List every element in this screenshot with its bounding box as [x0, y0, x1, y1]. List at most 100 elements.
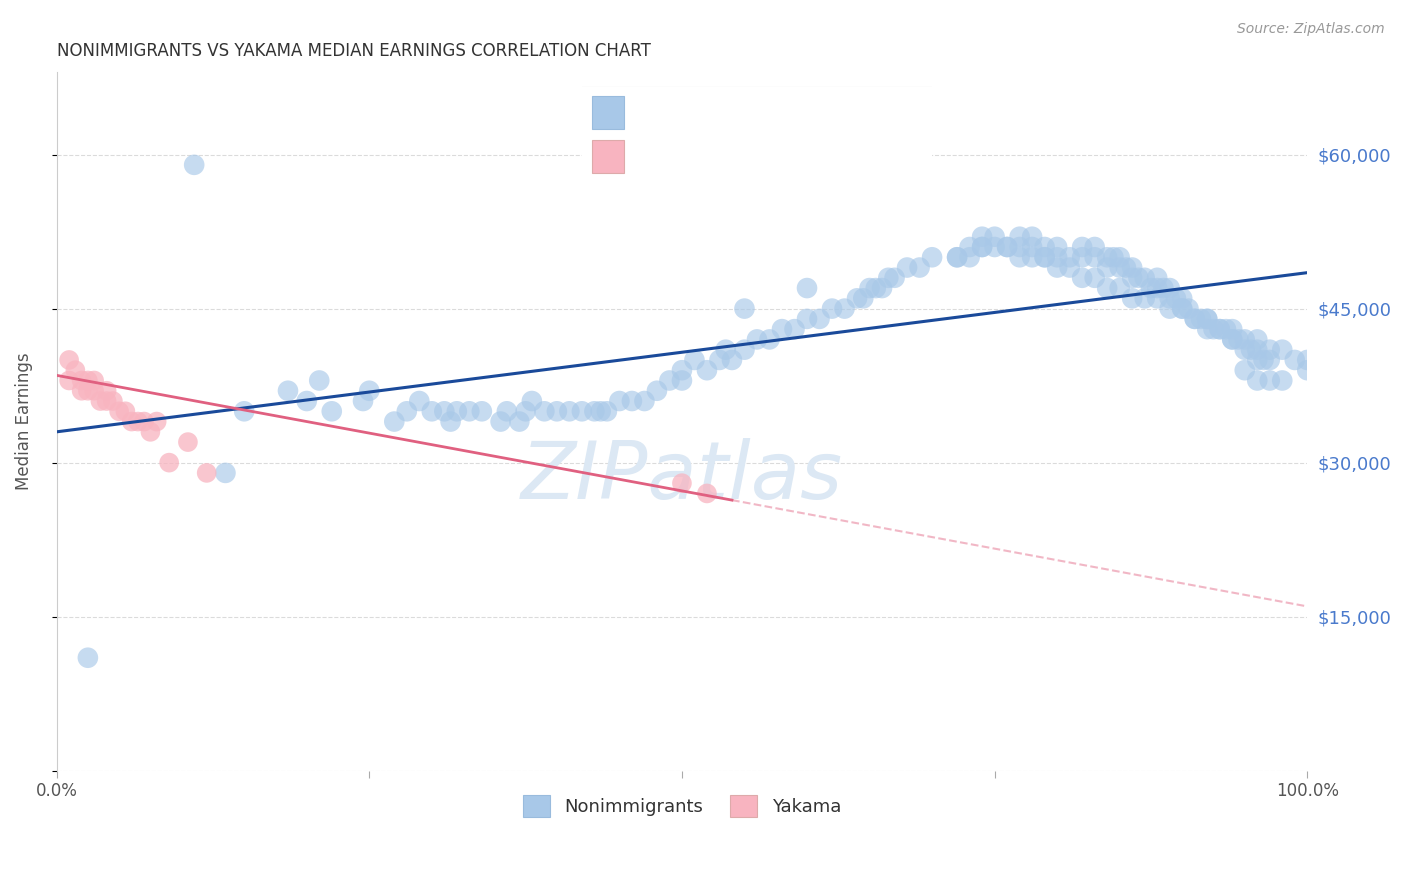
- Point: [70, 374, 93, 388]
- Point: [83, 374, 105, 388]
- Point: [1084, 250, 1107, 264]
- Legend: Nonimmigrants, Yakama: Nonimmigrants, Yakama: [516, 788, 848, 824]
- Point: [946, 250, 969, 264]
- Point: [321, 404, 343, 418]
- Point: [1202, 322, 1225, 336]
- Point: [1159, 301, 1181, 316]
- Point: [609, 394, 631, 409]
- Point: [1159, 291, 1181, 305]
- Point: [1146, 270, 1168, 285]
- Point: [446, 404, 468, 418]
- Point: [1133, 291, 1156, 305]
- Point: [1296, 353, 1319, 368]
- Point: [714, 343, 737, 357]
- Point: [959, 250, 981, 264]
- Point: [995, 240, 1018, 254]
- Point: [1233, 343, 1256, 357]
- Point: [1184, 311, 1206, 326]
- Point: [1021, 229, 1043, 244]
- Point: [1108, 260, 1130, 275]
- Point: [671, 363, 693, 377]
- Point: [408, 394, 430, 409]
- Point: [783, 322, 806, 336]
- Point: [583, 404, 606, 418]
- Point: [959, 240, 981, 254]
- Point: [1008, 229, 1031, 244]
- Point: [121, 415, 143, 429]
- Point: [1177, 301, 1199, 316]
- Point: [734, 343, 756, 357]
- Point: [1115, 260, 1137, 275]
- Point: [77, 650, 100, 665]
- Text: ZIPatlas: ZIPatlas: [520, 439, 844, 516]
- Point: [1021, 240, 1043, 254]
- Point: [1095, 250, 1118, 264]
- Point: [1140, 281, 1163, 295]
- Point: [1108, 281, 1130, 295]
- Point: [696, 486, 718, 500]
- Point: [1033, 250, 1056, 264]
- Point: [1021, 250, 1043, 264]
- Point: [195, 466, 218, 480]
- Point: [139, 425, 162, 439]
- Point: [395, 404, 418, 418]
- Text: NONIMMIGRANTS VS YAKAMA MEDIAN EARNINGS CORRELATION CHART: NONIMMIGRANTS VS YAKAMA MEDIAN EARNINGS …: [56, 42, 651, 60]
- Point: [1258, 353, 1281, 368]
- Point: [1071, 270, 1094, 285]
- Point: [921, 250, 943, 264]
- Point: [114, 404, 136, 418]
- Point: [877, 270, 900, 285]
- Point: [1084, 270, 1107, 285]
- Point: [1246, 333, 1268, 347]
- Point: [1240, 343, 1263, 357]
- Point: [821, 301, 844, 316]
- Point: [1284, 353, 1306, 368]
- Point: [620, 394, 643, 409]
- Point: [1197, 311, 1219, 326]
- Point: [808, 311, 831, 326]
- Point: [65, 363, 87, 377]
- Point: [1171, 291, 1194, 305]
- Point: [633, 394, 655, 409]
- Point: [277, 384, 299, 398]
- Point: [157, 456, 180, 470]
- Point: [70, 384, 93, 398]
- Point: [1133, 270, 1156, 285]
- Point: [134, 415, 156, 429]
- Point: [1246, 374, 1268, 388]
- Point: [433, 404, 456, 418]
- Point: [1233, 363, 1256, 377]
- Point: [214, 466, 236, 480]
- Point: [471, 404, 494, 418]
- Point: [58, 353, 80, 368]
- Point: [352, 394, 374, 409]
- Point: [596, 404, 619, 418]
- Point: [1121, 270, 1143, 285]
- Point: [489, 415, 512, 429]
- Point: [734, 301, 756, 316]
- Point: [983, 229, 1005, 244]
- Point: [295, 394, 318, 409]
- Point: [721, 353, 744, 368]
- Point: [558, 404, 581, 418]
- Point: [101, 394, 124, 409]
- Point: [308, 374, 330, 388]
- Point: [508, 415, 530, 429]
- Point: [546, 404, 568, 418]
- Point: [1197, 322, 1219, 336]
- Point: [972, 240, 994, 254]
- Point: [1209, 322, 1232, 336]
- Point: [589, 404, 612, 418]
- Point: [1159, 281, 1181, 295]
- Point: [1271, 343, 1294, 357]
- Point: [1095, 281, 1118, 295]
- Point: [1121, 291, 1143, 305]
- Point: [870, 281, 893, 295]
- Point: [96, 384, 118, 398]
- Point: [796, 281, 818, 295]
- Point: [645, 384, 668, 398]
- Point: [515, 404, 537, 418]
- Point: [1227, 333, 1250, 347]
- Point: [177, 435, 200, 450]
- Point: [1220, 333, 1243, 347]
